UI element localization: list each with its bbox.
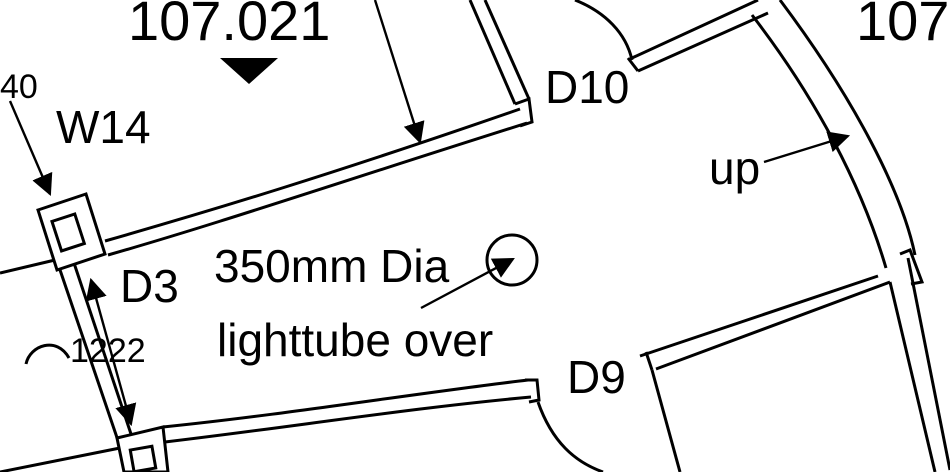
w14-leader-arrow [8,100,53,196]
lighttube-size-label: 350mm Dia [214,240,450,292]
level-marker [220,58,278,84]
level-label-left: 107.021 [128,0,330,52]
dimension-arc-symbol [24,343,71,365]
door-d10-label: D10 [545,61,629,113]
dimension-label: 1222 [70,332,146,370]
door-d9-swing [536,401,604,472]
level-label-right: 107. [856,0,950,52]
vertical-dimension-arrow [85,277,137,427]
door-d9-label: D9 [567,351,626,403]
lower-curved-wall [162,378,541,444]
stair-direction-arrow [763,131,851,164]
door-d3-label: D3 [120,260,179,312]
lighttube-note-label: lighttube over [217,314,493,366]
window-w14-post [36,192,107,272]
lighttube-callout [420,233,539,310]
door-d10-assembly [574,0,769,73]
upper-left-arrow-wall [373,0,531,145]
right-stair-walls [639,0,950,472]
upper-curved-wall [104,96,534,257]
stair-direction-label: up [709,142,760,194]
window-w14-label: W14 [56,101,151,153]
lower-left-post [115,425,170,472]
left-fragment-label: 40 [0,68,38,106]
